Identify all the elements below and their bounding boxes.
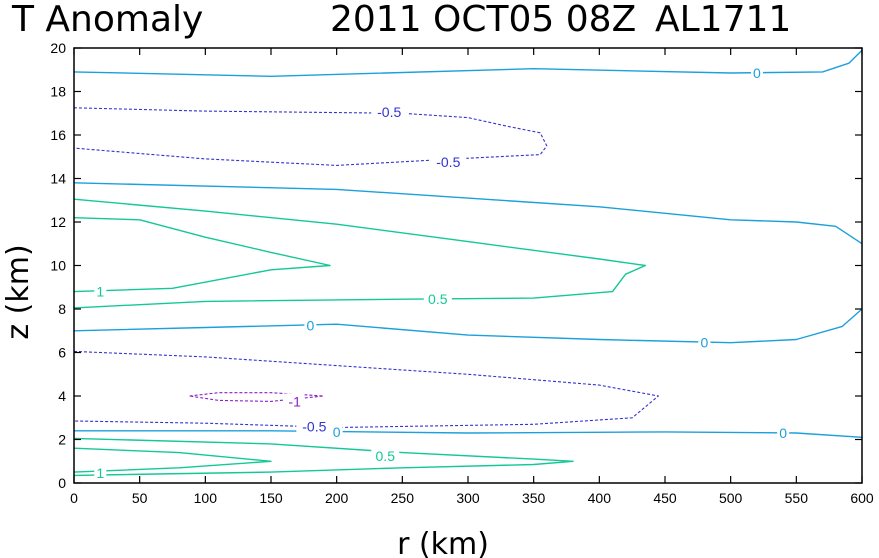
x-tick-label: 100 <box>194 490 218 506</box>
y-axis-label: z (km) <box>1 244 36 339</box>
contour-neg-half-lower <box>73 350 659 429</box>
y-tick-label: 2 <box>58 432 66 448</box>
contour-label-bg <box>94 283 107 300</box>
contour-label-bg <box>94 465 107 482</box>
y-tick-label: 18 <box>50 84 66 100</box>
contour-label: 0 <box>779 425 787 441</box>
contour-label: 1 <box>96 284 104 300</box>
contour-label-bg <box>430 154 467 171</box>
y-tick-label: 16 <box>50 127 66 143</box>
y-tick-label: 4 <box>58 388 66 404</box>
y-tick-label: 20 <box>50 40 66 56</box>
contour-label-bg <box>371 447 400 464</box>
contour-label: 0.5 <box>428 291 448 307</box>
contour-label: 0 <box>333 424 341 440</box>
contour-pos-half-outer <box>73 198 646 309</box>
contour-neg-half-upper <box>73 107 548 166</box>
contour-label: -0.5 <box>377 104 401 120</box>
contour-label-bg <box>304 317 317 334</box>
y-tick-label: 10 <box>50 258 66 274</box>
contour-pos-one-upper <box>73 217 331 293</box>
contour-label-bg <box>750 65 763 82</box>
title-datetime: 2011 OCT05 08Z <box>330 0 636 40</box>
contour-label-bg <box>777 424 790 441</box>
contour-zero-upper <box>73 49 863 77</box>
contour-label-layer: 0-0.5-0.51 0.500-1-0.5 0 00.51 <box>94 65 790 482</box>
x-tick-label: 300 <box>456 490 480 506</box>
x-tick-label: 150 <box>259 490 283 506</box>
contour-zero-mid <box>73 308 863 344</box>
x-tick-label: 350 <box>522 490 546 506</box>
y-tick-label: 14 <box>50 171 66 187</box>
x-tick-label: 50 <box>132 490 148 506</box>
contour-zero-lower <box>74 430 863 438</box>
x-tick-label: 500 <box>719 490 743 506</box>
x-tick-label: 200 <box>325 490 349 506</box>
contour-label-bg <box>330 423 343 440</box>
contour-label-bg <box>698 334 711 351</box>
x-tick-label: 0 <box>70 490 78 506</box>
x-tick-label: 400 <box>588 490 612 506</box>
x-tick-label: 550 <box>785 490 809 506</box>
contour-label: -0.5 <box>436 154 460 170</box>
y-tick-label: 8 <box>58 301 66 317</box>
contour-label: -0.5 <box>302 418 326 434</box>
y-tick-label: 0 <box>58 475 66 491</box>
contour-pos-one-lower <box>73 447 272 473</box>
contour-label: -1 <box>288 393 301 409</box>
y-tick-label: 12 <box>50 214 66 230</box>
contour-label-bg <box>371 104 408 121</box>
contour-label: 0.5 <box>376 448 396 464</box>
x-axis: 0 50 100 150 200 250 300 350 400 450 500 550 600 <box>70 48 874 506</box>
contour-label-bg <box>423 291 452 308</box>
contour-label-bg <box>296 418 333 435</box>
chart-title: T Anomaly 2011 OCT05 08Z AL1711 <box>11 0 791 40</box>
title-storm-id: AL1711 <box>655 0 791 40</box>
x-tick-label: 250 <box>391 490 415 506</box>
contour-pos-half-lower <box>73 437 574 477</box>
contour-label-bg <box>284 393 305 410</box>
contour-label: 0 <box>701 335 709 351</box>
title-text: T Anomaly <box>11 0 203 40</box>
contour-label: 1 <box>96 465 104 481</box>
x-tick-label: 600 <box>850 490 874 506</box>
contour-label: 0 <box>753 65 761 81</box>
plot-frame <box>73 47 863 484</box>
y-tick-label: 6 <box>58 345 66 361</box>
contour-zero-upper-mid <box>73 182 863 245</box>
x-axis-label: r (km) <box>397 527 489 558</box>
contour-layer <box>73 49 863 477</box>
contour-label: 0 <box>307 317 315 333</box>
x-tick-label: 450 <box>653 490 677 506</box>
